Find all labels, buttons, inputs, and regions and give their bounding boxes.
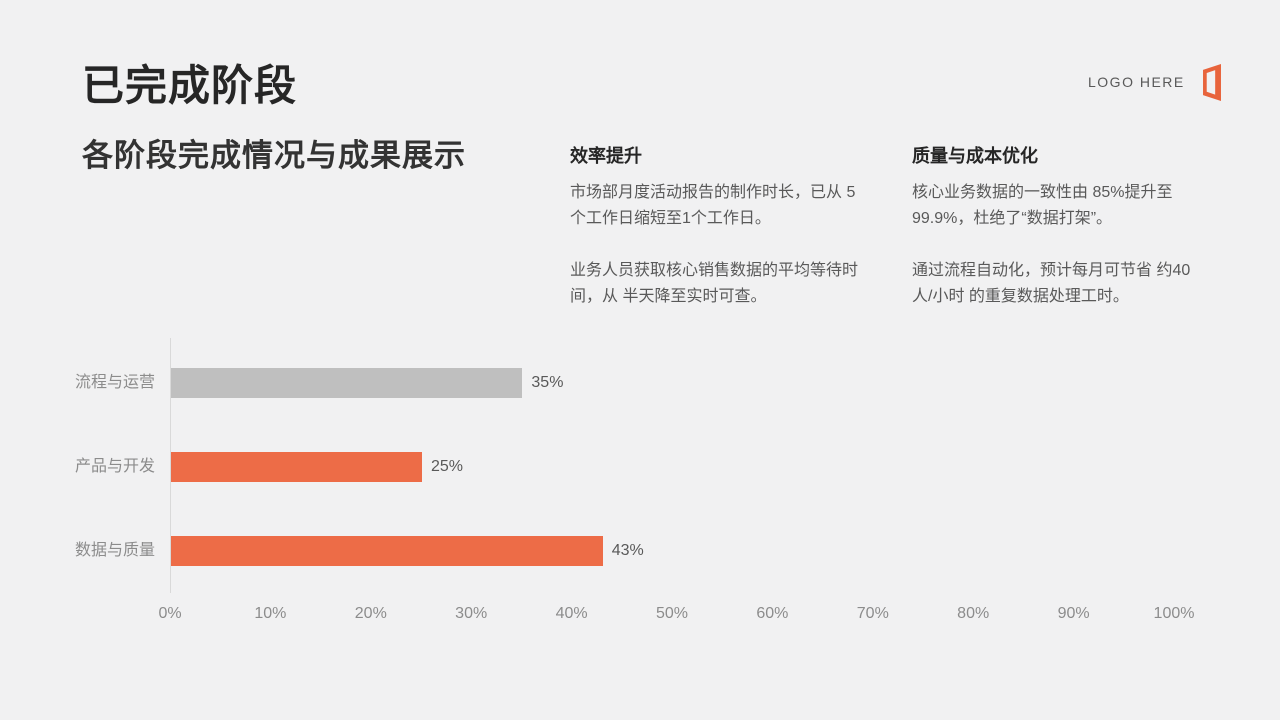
x-axis-tick-label: 40% (555, 605, 588, 622)
highlight-heading: 效率提升 (570, 146, 642, 166)
x-axis-tick-label: 60% (756, 605, 789, 622)
office-logo-icon (1197, 63, 1227, 101)
slide-subtitle: 各阶段完成情况与成果展示 (82, 138, 466, 173)
highlight-paragraph: 核心业务数据的一致性由 85%提升至 99.9%，杜绝了“数据打架”。 (912, 184, 1173, 227)
x-axis-tick-label: 70% (856, 605, 889, 622)
x-axis-tick-label: 100% (1153, 605, 1195, 622)
bar-category-label: 产品与开发 (74, 458, 155, 475)
bar (171, 368, 523, 398)
highlight-column-quality-cost: 质量与成本优化 核心业务数据的一致性由 85%提升至 99.9%，杜绝了“数据打… (912, 142, 1204, 336)
highlight-heading: 质量与成本优化 (912, 146, 1038, 166)
chart-axis-line (170, 338, 171, 593)
bar (171, 452, 422, 482)
page-title: 已完成阶段 (82, 62, 298, 109)
bar-chart: 流程与运营 35% 产品与开发 25% 数据与质量 43% 0% 10% 20% 30% 40% 5… (60, 335, 1240, 635)
bar-value-label: 25% (431, 458, 464, 475)
x-axis-tick-label: 10% (254, 605, 287, 622)
x-axis-tick-label: 30% (455, 605, 488, 622)
bar-category-label: 流程与运营 (74, 374, 155, 391)
bar-value-label: 35% (531, 374, 564, 391)
x-axis-tick-label: 90% (1057, 605, 1090, 622)
bar (171, 536, 603, 566)
x-axis-tick-label: 0% (158, 605, 182, 622)
logo: LOGO HERE (1088, 62, 1227, 102)
x-axis-tick-label: 20% (354, 605, 387, 622)
logo-text: LOGO HERE (1088, 74, 1185, 90)
x-axis-tick-label: 80% (957, 605, 990, 622)
x-axis-tick-label: 50% (655, 605, 689, 622)
bar-value-label: 43% (611, 542, 644, 559)
highlight-paragraph: 通过流程自动化，预计每月可节省 约40 人/小时 的重复数据处理工时。 (912, 262, 1191, 305)
highlight-paragraph: 业务人员获取核心销售数据的平均等待时间，从 半天降至实时可查。 (570, 262, 859, 305)
highlight-paragraph: 市场部月度活动报告的制作时长，已从 5个工作日缩短至1个工作日。 (570, 184, 856, 227)
bar-category-label: 数据与质量 (74, 542, 155, 559)
highlight-column-efficiency: 效率提升 市场部月度活动报告的制作时长，已从 5个工作日缩短至1个工作日。 业务… (570, 142, 862, 336)
